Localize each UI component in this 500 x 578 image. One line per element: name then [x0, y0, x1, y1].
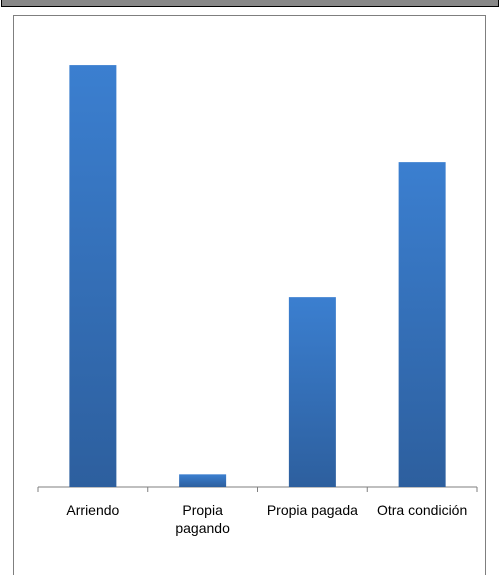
category-label: Propia pagando [175, 502, 230, 536]
category-label: Arriendo [66, 502, 120, 518]
category-label: Otra condición [376, 502, 468, 518]
bar-4 [398, 162, 446, 487]
bar-chart [37, 65, 478, 492]
chart-area: Arriendo Propia pagando Propia pagada Otra … [13, 15, 486, 575]
top-frame [0, 0, 500, 10]
bar-2 [179, 474, 227, 487]
bar-1 [69, 65, 117, 487]
top-bar [1, 0, 499, 7]
category-label: Propia pagada [266, 502, 358, 518]
bar-3 [288, 297, 336, 487]
